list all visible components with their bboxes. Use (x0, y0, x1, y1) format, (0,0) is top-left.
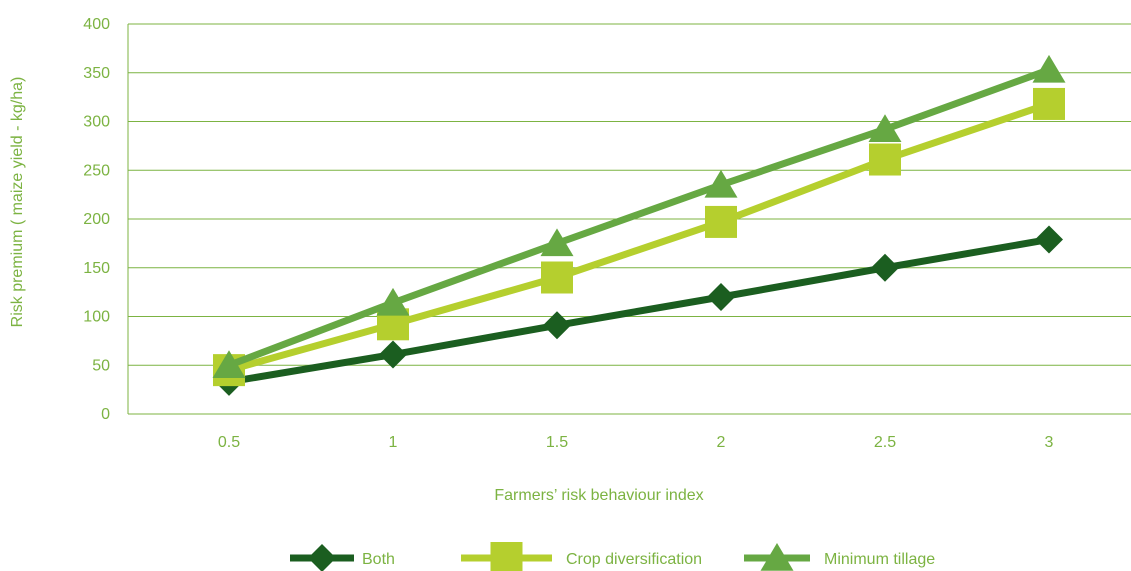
data-point (704, 169, 738, 198)
data-point (705, 205, 737, 238)
y-tick-label: 100 (83, 309, 110, 326)
data-point (1035, 225, 1063, 254)
y-tick-label: 0 (101, 406, 110, 423)
legend-item: Both (290, 544, 395, 571)
legend-label: Crop diversification (566, 551, 702, 568)
data-point (1033, 87, 1065, 120)
y-axis-title: Risk premium ( maize yield - kg/ha) (9, 77, 26, 328)
legend-label: Minimum tillage (824, 551, 935, 568)
y-tick-label: 400 (83, 16, 110, 33)
legend-marker (760, 543, 794, 571)
data-point (543, 311, 571, 340)
legend-marker (308, 544, 336, 571)
data-point (541, 261, 573, 294)
legend: Both Crop diversification Minimum tillage (290, 542, 935, 571)
y-tick-label: 350 (83, 65, 110, 82)
data-point (1032, 54, 1066, 83)
series-line (228, 236, 1050, 386)
data-point (540, 228, 574, 257)
x-tick-label: 1.5 (546, 434, 568, 451)
data-point (707, 283, 735, 311)
series-line (227, 66, 1051, 369)
legend-item: Crop diversification (461, 542, 702, 571)
x-tick-label: 0.5 (218, 434, 240, 451)
y-tick-label: 50 (92, 357, 110, 374)
data-point (869, 143, 901, 176)
series-minimum-tillage (212, 54, 1066, 378)
legend-item: Minimum tillage (744, 543, 935, 571)
data-point (871, 253, 899, 282)
data-point (379, 340, 407, 369)
series-crop-diversification (213, 87, 1065, 387)
data-point (868, 114, 902, 143)
legend-label: Both (362, 551, 395, 568)
y-tick-label: 250 (83, 162, 110, 179)
x-tick-label: 3 (1045, 434, 1054, 451)
x-axis-title: Farmers’ risk behaviour index (494, 487, 703, 504)
data-point (376, 287, 410, 316)
y-tick-label: 150 (83, 260, 110, 277)
series-line (228, 100, 1051, 374)
x-tick-label: 2 (717, 434, 726, 451)
y-tick-label: 300 (83, 114, 110, 131)
x-tick-label: 2.5 (874, 434, 896, 451)
x-tick-labels: 0.5 1 1.5 2 2.5 3 (218, 434, 1054, 451)
data-point (212, 350, 246, 378)
series-layer (212, 54, 1066, 396)
y-tick-labels: 0 50 100 150 200 250 300 350 400 (83, 16, 110, 423)
y-tick-label: 200 (83, 211, 110, 228)
legend-marker (490, 542, 523, 571)
x-tick-label: 1 (389, 434, 398, 451)
